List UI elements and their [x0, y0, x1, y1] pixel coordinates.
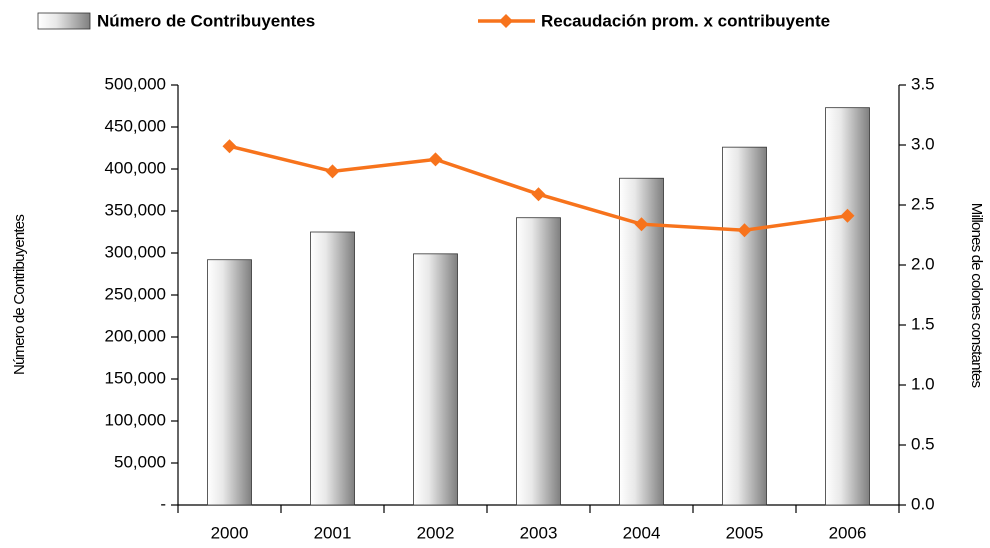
y2-tick-label: 1.0: [911, 374, 935, 393]
legend-swatch: [37, 12, 91, 30]
bar: [619, 177, 664, 506]
bar: [310, 231, 355, 506]
y2-axis-label: Millones de colones constantes: [968, 203, 985, 388]
legend-label: Número de Contribuyentes: [97, 11, 315, 30]
marker: [737, 223, 752, 238]
y-tick-label: 200,000: [105, 326, 166, 345]
x-tick-label: 2001: [314, 523, 352, 542]
y-tick-label: 150,000: [105, 368, 166, 387]
bar: [722, 146, 767, 506]
marker: [840, 208, 855, 223]
x-tick-label: 2004: [623, 523, 661, 542]
y2-tick-label: 2.0: [911, 254, 935, 273]
marker: [634, 217, 649, 232]
y-tick-label: 350,000: [105, 200, 166, 219]
x-tick-label: 2002: [417, 523, 455, 542]
marker: [325, 164, 340, 179]
marker: [428, 152, 443, 167]
y-tick-label: 500,000: [105, 74, 166, 93]
x-tick-label: 2000: [211, 523, 249, 542]
marker: [222, 139, 237, 154]
bar: [207, 259, 252, 506]
legend-label: Recaudación prom. x contribuyente: [541, 11, 830, 30]
marker: [531, 187, 546, 202]
y-tick-label: 250,000: [105, 284, 166, 303]
y-tick-label: 100,000: [105, 410, 166, 429]
bar: [516, 217, 561, 506]
y-tick-label: 450,000: [105, 116, 166, 135]
y2-tick-label: 0.0: [911, 494, 935, 513]
y-tick-label: 50,000: [114, 452, 166, 471]
bar: [825, 107, 870, 506]
y-tick-label: -: [160, 494, 166, 513]
legend-marker: [499, 14, 513, 28]
y2-tick-label: 1.5: [911, 314, 935, 333]
y2-tick-label: 0.5: [911, 434, 935, 453]
x-tick-label: 2006: [829, 523, 867, 542]
y2-tick-label: 3.0: [911, 134, 935, 153]
y2-tick-label: 3.5: [911, 74, 935, 93]
y-tick-label: 400,000: [105, 158, 166, 177]
x-tick-label: 2003: [520, 523, 558, 542]
y-axis-label: Número de Contribuyentes: [11, 215, 28, 375]
bar: [413, 253, 458, 506]
x-tick-label: 2005: [726, 523, 764, 542]
y-tick-label: 300,000: [105, 242, 166, 261]
y2-tick-label: 2.5: [911, 194, 935, 213]
